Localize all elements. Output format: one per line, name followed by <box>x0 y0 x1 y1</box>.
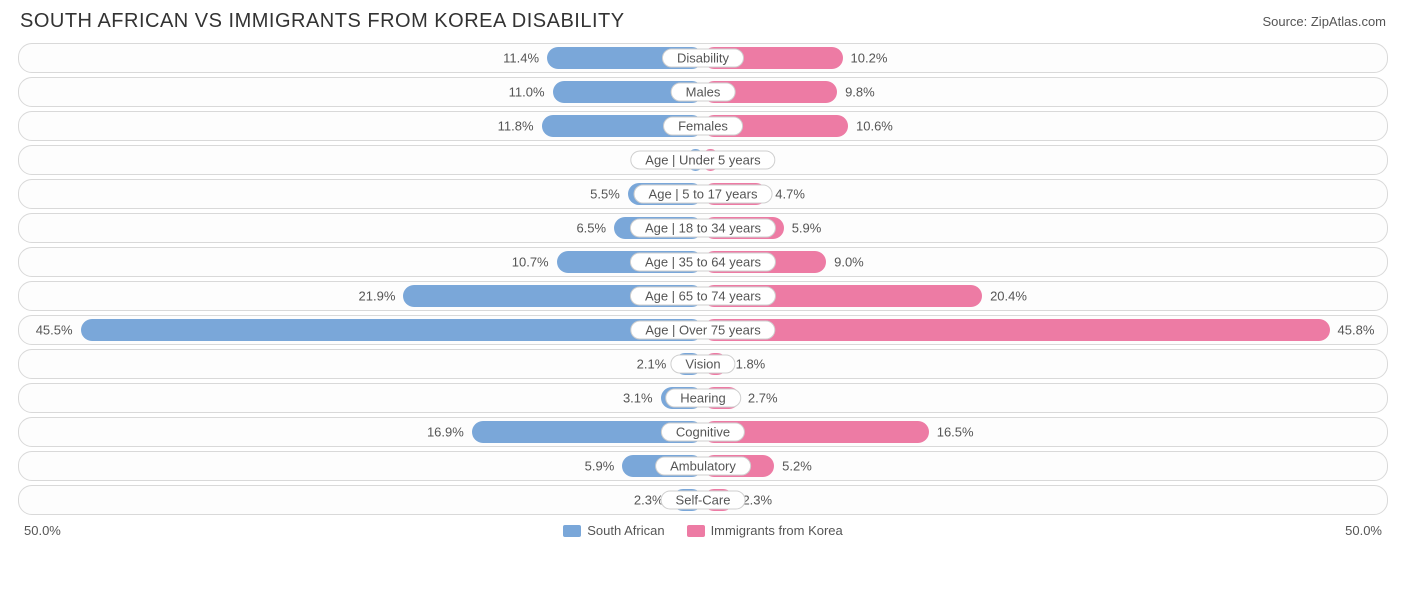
value-left: 5.9% <box>585 459 615 474</box>
value-left: 2.3% <box>634 493 664 508</box>
value-left: 11.0% <box>509 85 545 100</box>
bar-right <box>703 319 1330 341</box>
value-left: 2.1% <box>637 357 667 372</box>
value-left: 10.7% <box>512 255 549 270</box>
legend-label: South African <box>587 523 664 538</box>
value-left: 11.8% <box>498 119 534 134</box>
category-label: Age | 65 to 74 years <box>630 287 776 306</box>
value-right: 9.8% <box>845 85 875 100</box>
value-right: 5.9% <box>792 221 822 236</box>
category-label: Males <box>671 83 736 102</box>
value-right: 10.6% <box>856 119 893 134</box>
category-label: Self-Care <box>661 491 746 510</box>
value-left: 45.5% <box>36 323 73 338</box>
value-right: 1.8% <box>736 357 766 372</box>
value-right: 9.0% <box>834 255 864 270</box>
legend-item: Immigrants from Korea <box>687 523 843 538</box>
chart-title: SOUTH AFRICAN VS IMMIGRANTS FROM KOREA D… <box>20 10 625 33</box>
chart-row: 16.9% 16.5% Cognitive <box>18 417 1388 447</box>
value-left: 11.4% <box>503 51 539 66</box>
category-label: Vision <box>670 355 735 374</box>
legend-item: South African <box>563 523 664 538</box>
value-left: 6.5% <box>576 221 606 236</box>
chart-row: 10.7% 9.0% Age | 35 to 64 years <box>18 247 1388 277</box>
category-label: Age | Under 5 years <box>630 151 775 170</box>
value-right: 5.2% <box>782 459 812 474</box>
category-label: Age | 5 to 17 years <box>634 185 773 204</box>
category-label: Age | Over 75 years <box>630 321 775 340</box>
value-right: 10.2% <box>851 51 888 66</box>
chart-row: 11.4% 10.2% Disability <box>18 43 1388 73</box>
value-left: 5.5% <box>590 187 620 202</box>
value-right: 2.3% <box>742 493 772 508</box>
chart-row: 21.9% 20.4% Age | 65 to 74 years <box>18 281 1388 311</box>
chart-row: 11.8% 10.6% Females <box>18 111 1388 141</box>
axis-left-max: 50.0% <box>24 523 61 538</box>
category-label: Cognitive <box>661 423 745 442</box>
legend-label: Immigrants from Korea <box>711 523 843 538</box>
value-right: 45.8% <box>1338 323 1375 338</box>
chart-row: 5.9% 5.2% Ambulatory <box>18 451 1388 481</box>
category-label: Age | 35 to 64 years <box>630 253 776 272</box>
legend-swatch <box>687 525 705 537</box>
axis-right-max: 50.0% <box>1345 523 1382 538</box>
legend-swatch <box>563 525 581 537</box>
value-right: 20.4% <box>990 289 1027 304</box>
category-label: Age | 18 to 34 years <box>630 219 776 238</box>
chart-row: 2.3% 2.3%Self-Care <box>18 485 1388 515</box>
legend: South African Immigrants from Korea <box>563 523 843 538</box>
value-right: 16.5% <box>937 425 974 440</box>
value-right: 4.7% <box>775 187 805 202</box>
category-label: Hearing <box>665 389 741 408</box>
chart-source: Source: ZipAtlas.com <box>1262 14 1386 29</box>
category-label: Females <box>663 117 743 136</box>
category-label: Disability <box>662 49 744 68</box>
value-left: 3.1% <box>623 391 653 406</box>
bar-left <box>81 319 703 341</box>
chart-row: 5.5% 4.7%Age | 5 to 17 years <box>18 179 1388 209</box>
value-left: 16.9% <box>427 425 464 440</box>
value-right: 2.7% <box>748 391 778 406</box>
chart-row: 1.1%1.1%Age | Under 5 years <box>18 145 1388 175</box>
diverging-bar-chart: 11.4%10.2%Disability11.0%9.8%Males11.8%1… <box>0 43 1406 515</box>
value-left: 21.9% <box>359 289 396 304</box>
chart-row: 2.1% 1.8%Vision <box>18 349 1388 379</box>
chart-row: 11.0% 9.8% Males <box>18 77 1388 107</box>
chart-row: 6.5% 5.9% Age | 18 to 34 years <box>18 213 1388 243</box>
chart-row: 45.5% 45.8% Age | Over 75 years <box>18 315 1388 345</box>
chart-row: 3.1% 2.7% Hearing <box>18 383 1388 413</box>
category-label: Ambulatory <box>655 457 751 476</box>
